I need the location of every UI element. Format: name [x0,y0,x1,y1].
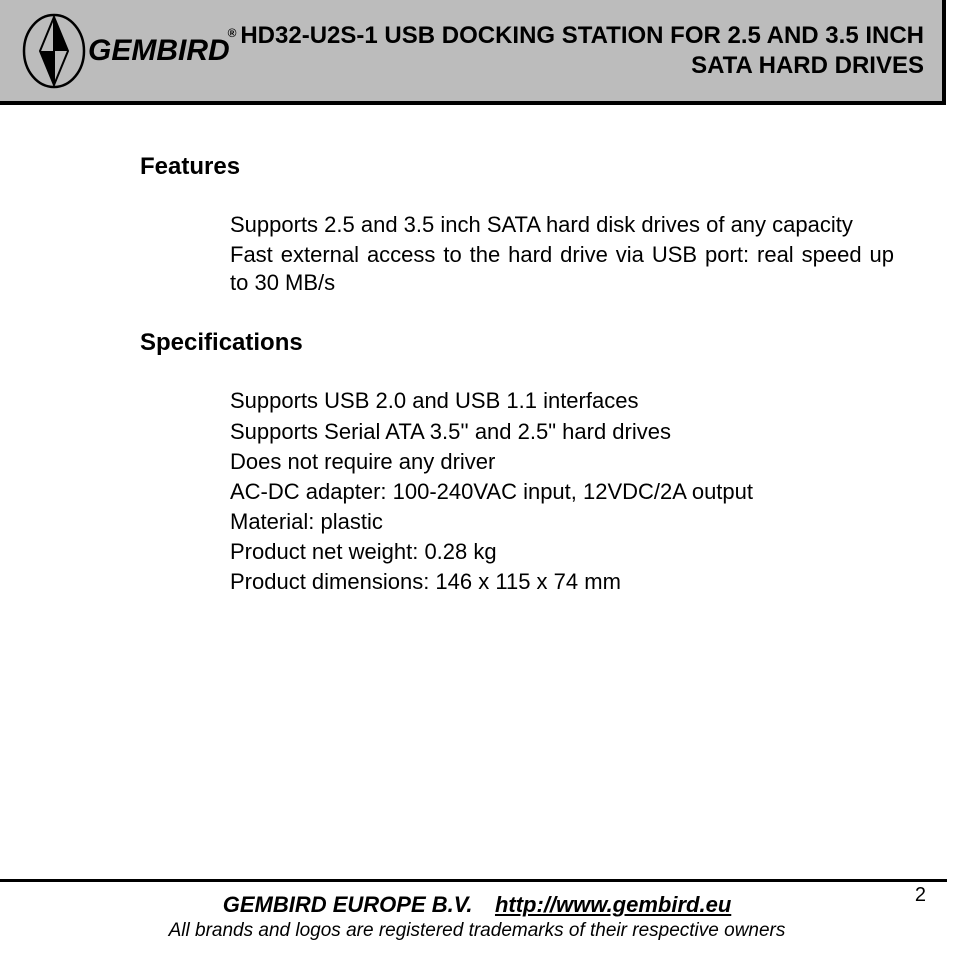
footer-url: http://www.gembird.eu [495,892,731,917]
footer-company: GEMBIRD EUROPE B.V. [223,892,473,917]
specifications-list: Supports USB 2.0 and USB 1.1 interfaces … [230,387,894,596]
list-item: Does not require any driver [230,448,894,476]
page-number: 2 [915,884,926,907]
logo-container: GEMBIRD® [0,11,239,91]
list-item: Product dimensions: 146 x 115 x 74 mm [230,568,894,596]
document-content: Features Supports 2.5 and 3.5 inch SATA … [0,105,954,597]
registered-mark: ® [228,26,237,40]
footer-trademark: All brands and logos are registered trad… [0,920,954,942]
title-line-2: SATA HARD DRIVES [239,51,924,81]
footer-content: GEMBIRD EUROPE B.V. http://www.gembird.e… [0,882,954,942]
features-list: Supports 2.5 and 3.5 inch SATA hard disk… [230,211,894,297]
gembird-logo-icon [20,11,88,91]
title-line-1: HD32-U2S-1 USB DOCKING STATION FOR 2.5 A… [239,21,924,51]
list-item: Product net weight: 0.28 kg [230,538,894,566]
list-item: Supports 2.5 and 3.5 inch SATA hard disk… [230,211,894,239]
brand-name: GEMBIRD® [88,34,239,68]
document-footer: GEMBIRD EUROPE B.V. http://www.gembird.e… [0,879,954,942]
features-heading: Features [140,153,894,181]
document-header: GEMBIRD® HD32-U2S-1 USB DOCKING STATION … [0,0,946,105]
list-item: Fast external access to the hard drive v… [230,241,894,297]
list-item: AC-DC adapter: 100-240VAC input, 12VDC/2… [230,478,894,506]
document-title: HD32-U2S-1 USB DOCKING STATION FOR 2.5 A… [239,21,942,81]
list-item: Supports Serial ATA 3.5'' and 2.5" hard … [230,418,894,446]
list-item: Material: plastic [230,508,894,536]
specifications-heading: Specifications [140,329,894,357]
list-item: Supports USB 2.0 and USB 1.1 interfaces [230,387,894,415]
